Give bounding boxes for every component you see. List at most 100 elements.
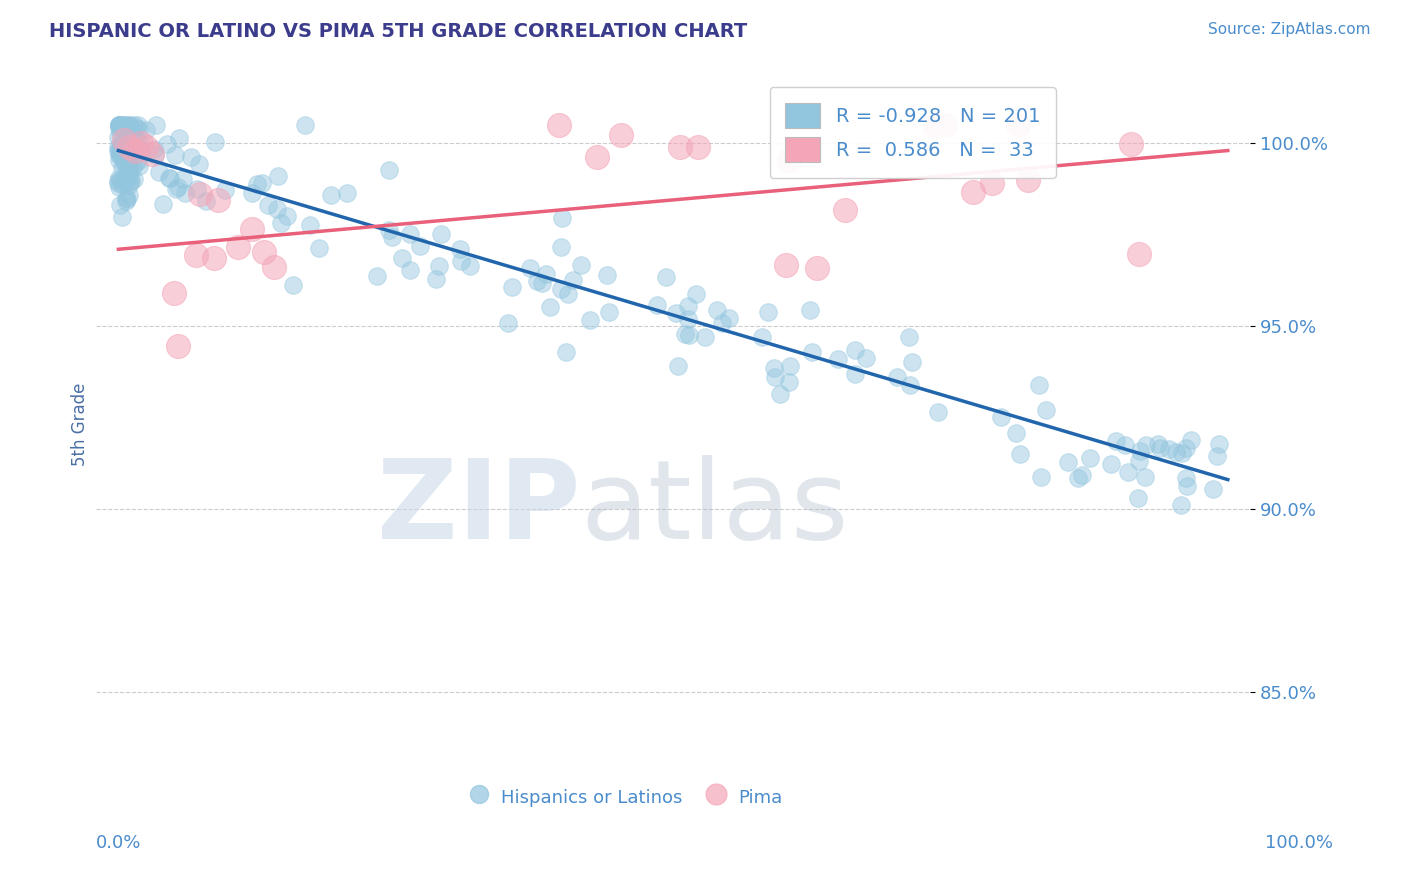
Y-axis label: 5th Grade: 5th Grade [72, 383, 89, 467]
Point [114, 128, 136, 143]
Point [398, 263, 420, 277]
Point [110, 136, 132, 151]
Point [378, 223, 401, 237]
Point [214, 183, 236, 197]
Point [1105, 434, 1128, 448]
Point [381, 230, 404, 244]
Point [409, 239, 432, 253]
Point [120, 175, 142, 189]
Point [550, 282, 572, 296]
Point [124, 132, 146, 146]
Point [114, 118, 136, 132]
Point [180, 150, 202, 164]
Point [148, 165, 170, 179]
Point [112, 132, 135, 146]
Text: 100.0%: 100.0% [1265, 834, 1333, 852]
Point [800, 345, 823, 359]
Point [114, 165, 136, 179]
Point [1170, 498, 1192, 512]
Point [122, 172, 145, 186]
Point [586, 151, 609, 165]
Point [115, 194, 138, 209]
Point [240, 186, 263, 200]
Point [562, 273, 585, 287]
Point [110, 146, 132, 161]
Point [676, 311, 699, 326]
Point [1057, 455, 1080, 469]
Point [283, 278, 305, 293]
Point [751, 329, 773, 343]
Point [115, 172, 138, 186]
Point [1116, 466, 1139, 480]
Point [391, 251, 413, 265]
Point [112, 136, 135, 151]
Point [425, 271, 447, 285]
Point [844, 367, 866, 381]
Point [1170, 446, 1192, 460]
Point [114, 139, 136, 153]
Point [107, 142, 129, 156]
Point [548, 118, 571, 132]
Point [1121, 136, 1143, 151]
Point [1035, 403, 1057, 417]
Point [706, 303, 728, 318]
Point [399, 227, 422, 241]
Point [172, 171, 194, 186]
Point [769, 386, 792, 401]
Point [131, 143, 153, 157]
Point [107, 153, 129, 168]
Point [253, 245, 276, 260]
Point [110, 118, 132, 132]
Point [276, 209, 298, 223]
Point [252, 176, 274, 190]
Point [596, 268, 619, 282]
Point [551, 211, 574, 226]
Point [458, 259, 481, 273]
Point [128, 123, 150, 137]
Point [226, 240, 249, 254]
Point [1174, 470, 1197, 484]
Point [107, 173, 129, 187]
Point [157, 171, 180, 186]
Point [710, 316, 733, 330]
Point [263, 260, 285, 275]
Point [118, 135, 141, 149]
Point [267, 169, 290, 183]
Point [108, 148, 131, 162]
Point [124, 118, 146, 132]
Point [115, 124, 138, 138]
Point [145, 118, 167, 132]
Point [378, 163, 401, 178]
Text: Source: ZipAtlas.com: Source: ZipAtlas.com [1208, 22, 1371, 37]
Point [1175, 479, 1198, 493]
Point [427, 259, 450, 273]
Point [778, 376, 800, 390]
Point [143, 142, 166, 156]
Point [678, 299, 700, 313]
Point [1007, 118, 1029, 132]
Point [256, 197, 278, 211]
Point [538, 301, 561, 315]
Point [531, 276, 554, 290]
Point [496, 316, 519, 330]
Point [135, 123, 157, 137]
Point [1128, 491, 1150, 505]
Legend: Hispanics or Latinos, Pima: Hispanics or Latinos, Pima [464, 779, 789, 815]
Point [118, 140, 141, 154]
Point [108, 121, 131, 136]
Point [128, 159, 150, 173]
Point [1028, 377, 1050, 392]
Point [110, 118, 132, 132]
Point [924, 118, 946, 132]
Point [675, 326, 697, 341]
Point [207, 193, 229, 207]
Point [678, 328, 700, 343]
Point [108, 118, 131, 132]
Point [686, 140, 709, 154]
Point [107, 129, 129, 144]
Point [763, 361, 786, 376]
Point [107, 180, 129, 194]
Point [1157, 442, 1180, 456]
Point [534, 267, 557, 281]
Point [717, 310, 740, 325]
